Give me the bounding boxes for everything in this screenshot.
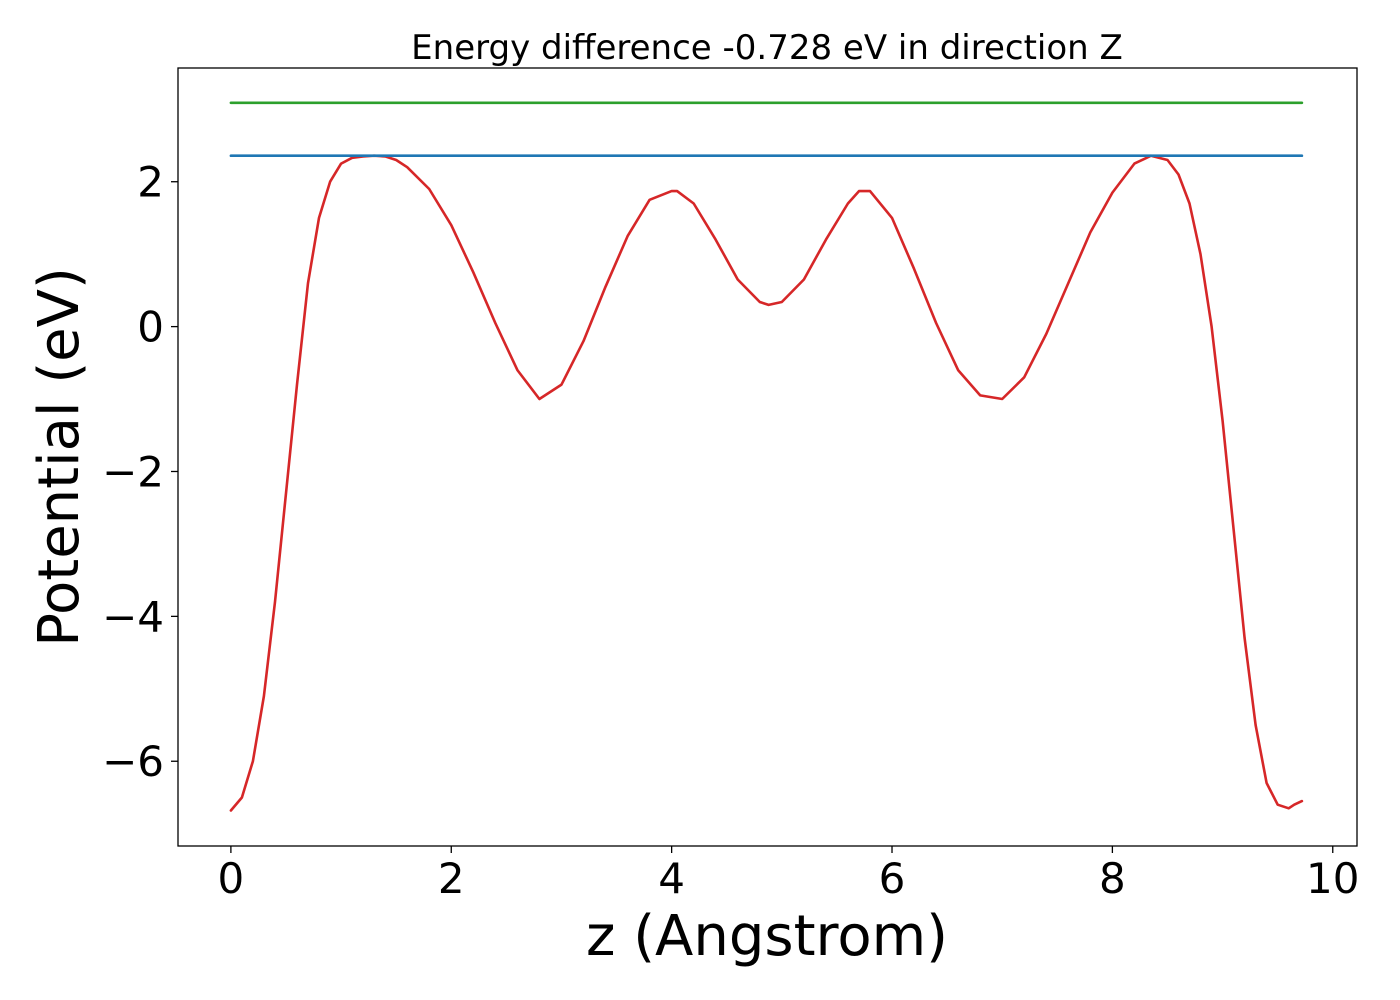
x-axis-label: z (Angstrom) bbox=[586, 904, 948, 969]
y-axis-label: Potential (eV) bbox=[27, 267, 92, 647]
x-tick-label: 2 bbox=[438, 854, 465, 903]
y-tick-label: −4 bbox=[102, 592, 164, 641]
x-tick-label: 10 bbox=[1306, 854, 1359, 903]
chart-title: Energy difference -0.728 eV in direction… bbox=[411, 28, 1123, 68]
y-axis-ticks: 2 0 −2 −4 −6 bbox=[102, 158, 178, 786]
x-tick-label: 6 bbox=[879, 854, 906, 903]
x-tick-label: 8 bbox=[1099, 854, 1126, 903]
y-tick-label: 2 bbox=[137, 158, 164, 207]
series-line-0 bbox=[229, 154, 1304, 812]
series-layer bbox=[229, 101, 1304, 812]
plot-frame bbox=[177, 67, 1358, 847]
x-axis-ticks: 0 2 4 6 8 10 bbox=[218, 846, 1359, 903]
x-tick-label: 0 bbox=[218, 854, 245, 903]
y-tick-label: −6 bbox=[102, 737, 164, 786]
y-tick-label: −2 bbox=[102, 447, 164, 496]
x-tick-label: 4 bbox=[658, 854, 685, 903]
y-tick-label: 0 bbox=[137, 303, 164, 352]
